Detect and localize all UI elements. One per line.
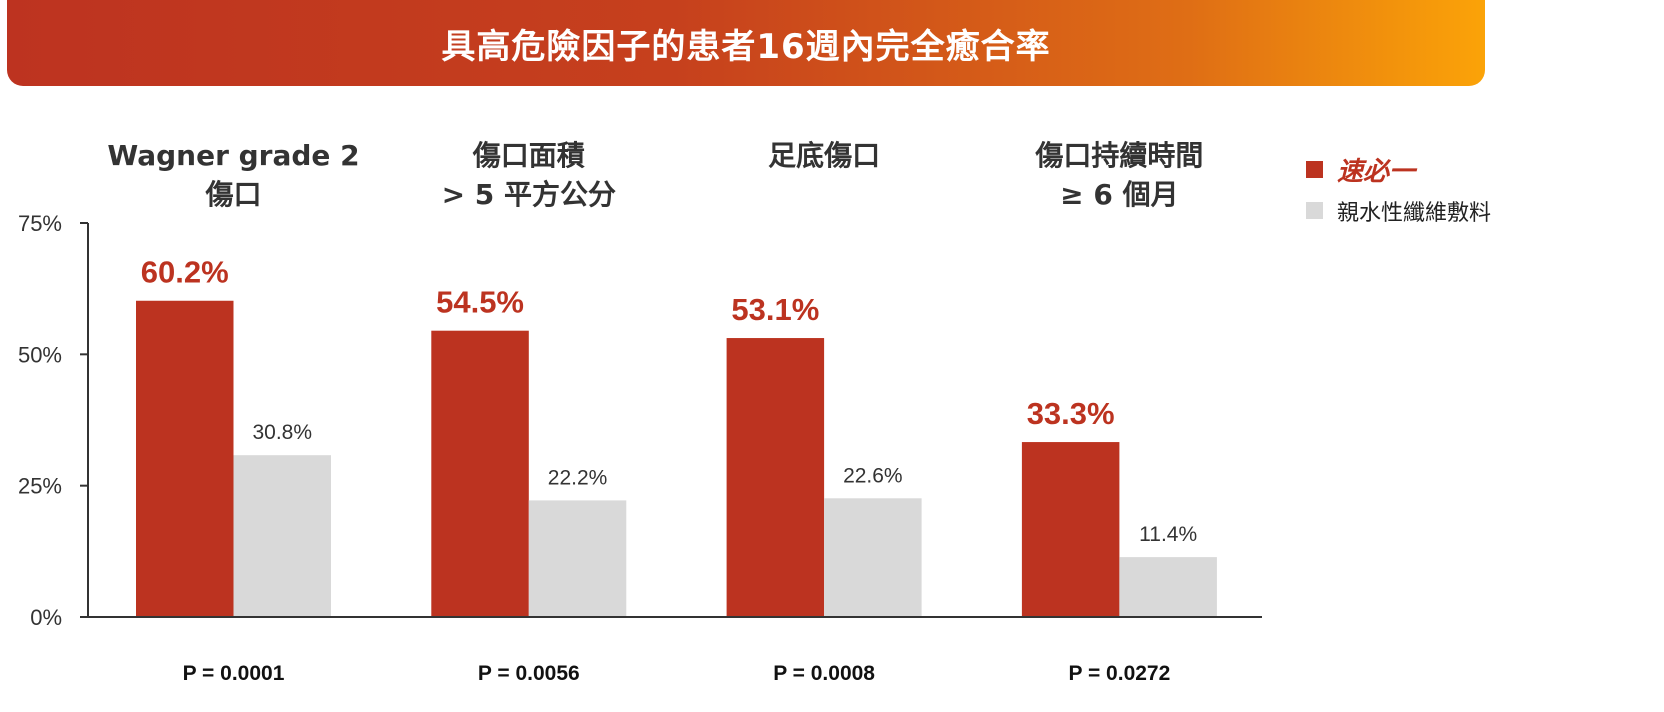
bar <box>824 498 922 617</box>
category-label: 足底傷口 <box>768 139 880 172</box>
data-label: 33.3% <box>1027 396 1115 431</box>
data-label: 53.1% <box>731 292 819 327</box>
data-label: 22.2% <box>548 466 608 489</box>
category-label: > 5 平方公分 <box>442 178 616 211</box>
bar <box>431 330 529 617</box>
data-label: 30.8% <box>252 421 312 444</box>
y-tick-label: 75% <box>18 211 62 236</box>
y-tick-label: 50% <box>18 342 62 367</box>
chart-title: 具高危險因子的患者16週內完全癒合率 <box>441 26 1051 67</box>
bar <box>528 500 627 617</box>
category-label: ≥ 6 個月 <box>1060 178 1178 211</box>
p-value-label: P = 0.0056 <box>478 662 580 685</box>
p-value-label: P = 0.0008 <box>773 662 875 685</box>
bar <box>1021 442 1120 617</box>
title-banner: 具高危險因子的患者16週內完全癒合率 <box>7 0 1485 86</box>
bar <box>1119 557 1217 617</box>
category-label: 傷口 <box>204 178 261 211</box>
bar <box>726 338 825 617</box>
bar <box>233 455 331 617</box>
p-value-label: P = 0.0272 <box>1069 662 1171 685</box>
legend-swatch <box>1306 202 1323 219</box>
legend-label: 速必一 <box>1337 157 1418 186</box>
category-label: 傷口持續時間 <box>1034 139 1203 172</box>
y-tick-label: 0% <box>30 605 62 630</box>
data-label: 22.6% <box>843 464 903 487</box>
category-label: Wagner grade 2 <box>107 139 359 172</box>
bar <box>136 300 234 617</box>
y-tick-label: 25% <box>18 474 62 499</box>
legend-swatch <box>1306 161 1323 178</box>
data-label: 11.4% <box>1139 523 1197 546</box>
legend-label: 親水性纖維敷料 <box>1337 201 1491 226</box>
p-value-label: P = 0.0001 <box>183 662 285 685</box>
data-label: 60.2% <box>141 255 229 290</box>
data-label: 54.5% <box>436 285 524 320</box>
category-label: 傷口面積 <box>472 139 585 172</box>
